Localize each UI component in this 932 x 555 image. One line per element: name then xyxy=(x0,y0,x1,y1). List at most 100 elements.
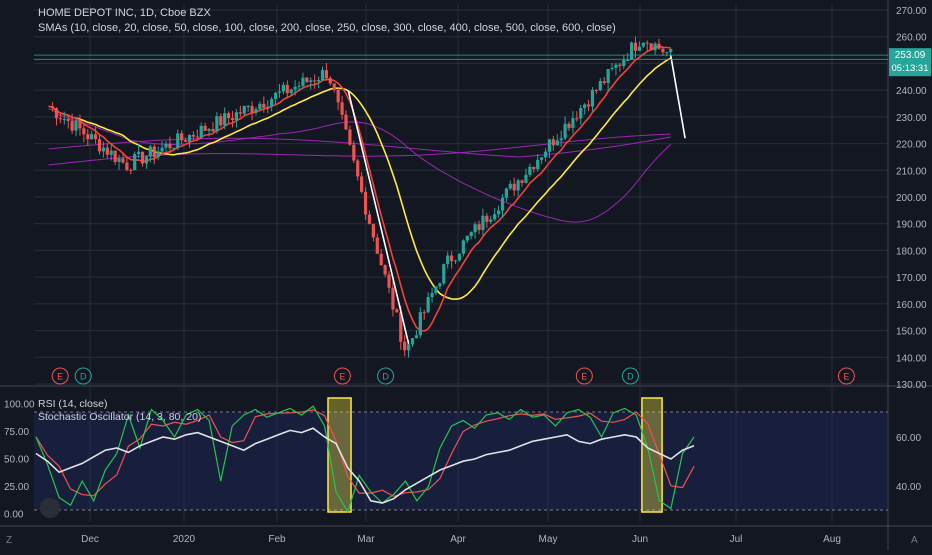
candle-body xyxy=(363,191,368,215)
candle-body xyxy=(536,159,540,170)
osc-left-tick-label: 100.00 xyxy=(4,400,35,411)
candle-body xyxy=(391,287,395,310)
candle-body xyxy=(336,89,340,103)
candle-body xyxy=(183,140,188,142)
candle-body xyxy=(414,335,419,339)
candle-body xyxy=(238,112,242,114)
candle-body xyxy=(125,162,129,170)
candle-body xyxy=(367,214,372,224)
candle-body xyxy=(109,150,113,155)
price-tick-label: 130.00 xyxy=(896,380,927,391)
candle-body xyxy=(137,151,141,155)
candle-body xyxy=(590,89,595,107)
candle-body xyxy=(148,146,152,157)
rsi-legend[interactable]: RSI (14, close) xyxy=(38,398,108,410)
event-marker-label: D xyxy=(627,372,634,382)
event-marker-dividend xyxy=(377,367,395,385)
candle-body xyxy=(665,52,669,54)
event-marker-dividend xyxy=(74,367,92,385)
price-tick-label: 260.00 xyxy=(896,33,927,44)
time-tick-label: Feb xyxy=(268,534,286,545)
candle-body xyxy=(309,80,313,83)
candle-body xyxy=(516,180,520,191)
price-tick-label: 210.00 xyxy=(896,166,927,177)
candle-body xyxy=(289,89,293,94)
candle-body xyxy=(219,116,223,126)
event-marker-label: E xyxy=(581,372,587,382)
time-tick-label: May xyxy=(539,534,558,545)
candle-body xyxy=(320,70,325,81)
candle-body xyxy=(176,133,180,149)
candle-body xyxy=(293,86,297,90)
candle-body xyxy=(344,114,348,130)
time-tick-label: Dec xyxy=(81,534,99,545)
candle-body xyxy=(598,81,602,91)
event-marker-label: E xyxy=(57,372,63,382)
candle-body xyxy=(532,166,536,170)
candle-body xyxy=(637,46,642,51)
stochastic-d-line xyxy=(35,409,695,498)
candle-body xyxy=(583,104,587,109)
candle-body xyxy=(62,118,66,120)
event-marker-dividend xyxy=(621,367,639,385)
candle-body xyxy=(567,123,571,128)
chart-title[interactable]: HOME DEPOT INC, 1D, Cboe BZX xyxy=(38,7,211,19)
candle-body xyxy=(649,43,653,51)
osc-left-tick-label: 0.00 xyxy=(4,510,24,521)
candle-body xyxy=(641,42,645,47)
stochastic-legend[interactable]: Stochastic Oscillator (14, 3, 80, 20) xyxy=(38,411,202,423)
candle-body xyxy=(273,92,278,99)
candle-body xyxy=(661,48,665,53)
event-marker-earnings xyxy=(837,367,855,385)
candle-body xyxy=(105,147,109,155)
sma-long-line-a xyxy=(48,108,672,223)
candle-body xyxy=(406,344,411,351)
osc-left-tick-label: 25.00 xyxy=(4,482,29,493)
sma-indicator-legend[interactable]: SMAs (10, close, 20, close, 50, close, 1… xyxy=(38,22,616,34)
candle-body xyxy=(144,156,149,164)
price-tick-label: 160.00 xyxy=(896,300,927,311)
event-marker-label: E xyxy=(339,372,345,382)
candle-body xyxy=(465,236,469,241)
candle-body xyxy=(172,148,176,150)
event-marker-earnings xyxy=(333,367,351,385)
candle-body xyxy=(496,210,501,215)
candle-body xyxy=(371,223,375,238)
candle-body xyxy=(489,219,493,222)
candle-body xyxy=(266,106,270,108)
candle-body xyxy=(313,80,317,82)
time-tick-label: 2020 xyxy=(173,534,196,545)
candle-body xyxy=(54,108,59,119)
candle-body xyxy=(504,188,508,198)
candle-body xyxy=(485,215,489,222)
candle-body xyxy=(379,253,383,266)
candle-body xyxy=(187,134,192,142)
candle-body xyxy=(160,147,164,152)
auto-scale-corner-label[interactable]: A xyxy=(911,535,918,546)
event-marker-earnings xyxy=(51,367,69,385)
candle-body xyxy=(594,89,598,91)
candle-body xyxy=(227,113,231,119)
candle-body xyxy=(551,139,555,146)
candle-body xyxy=(316,80,321,82)
candle-body xyxy=(633,42,638,51)
timezone-corner-label[interactable]: Z xyxy=(6,535,13,546)
sma-long-line-c xyxy=(48,136,671,158)
candle-body xyxy=(422,312,426,314)
candle-body xyxy=(328,78,332,84)
candle-body xyxy=(281,84,285,92)
candle-body xyxy=(461,240,465,254)
candle-body xyxy=(438,283,442,287)
candle-body xyxy=(215,116,219,132)
osc-left-tick-label: 50.00 xyxy=(4,455,29,466)
candle-body xyxy=(473,224,477,233)
candle-body xyxy=(555,140,559,146)
candle-body xyxy=(117,158,121,162)
candle-body xyxy=(258,103,262,110)
candle-body xyxy=(622,60,626,67)
candle-body xyxy=(211,129,215,132)
osc-left-tick-label: 75.00 xyxy=(4,427,29,438)
candle-body xyxy=(434,286,438,294)
